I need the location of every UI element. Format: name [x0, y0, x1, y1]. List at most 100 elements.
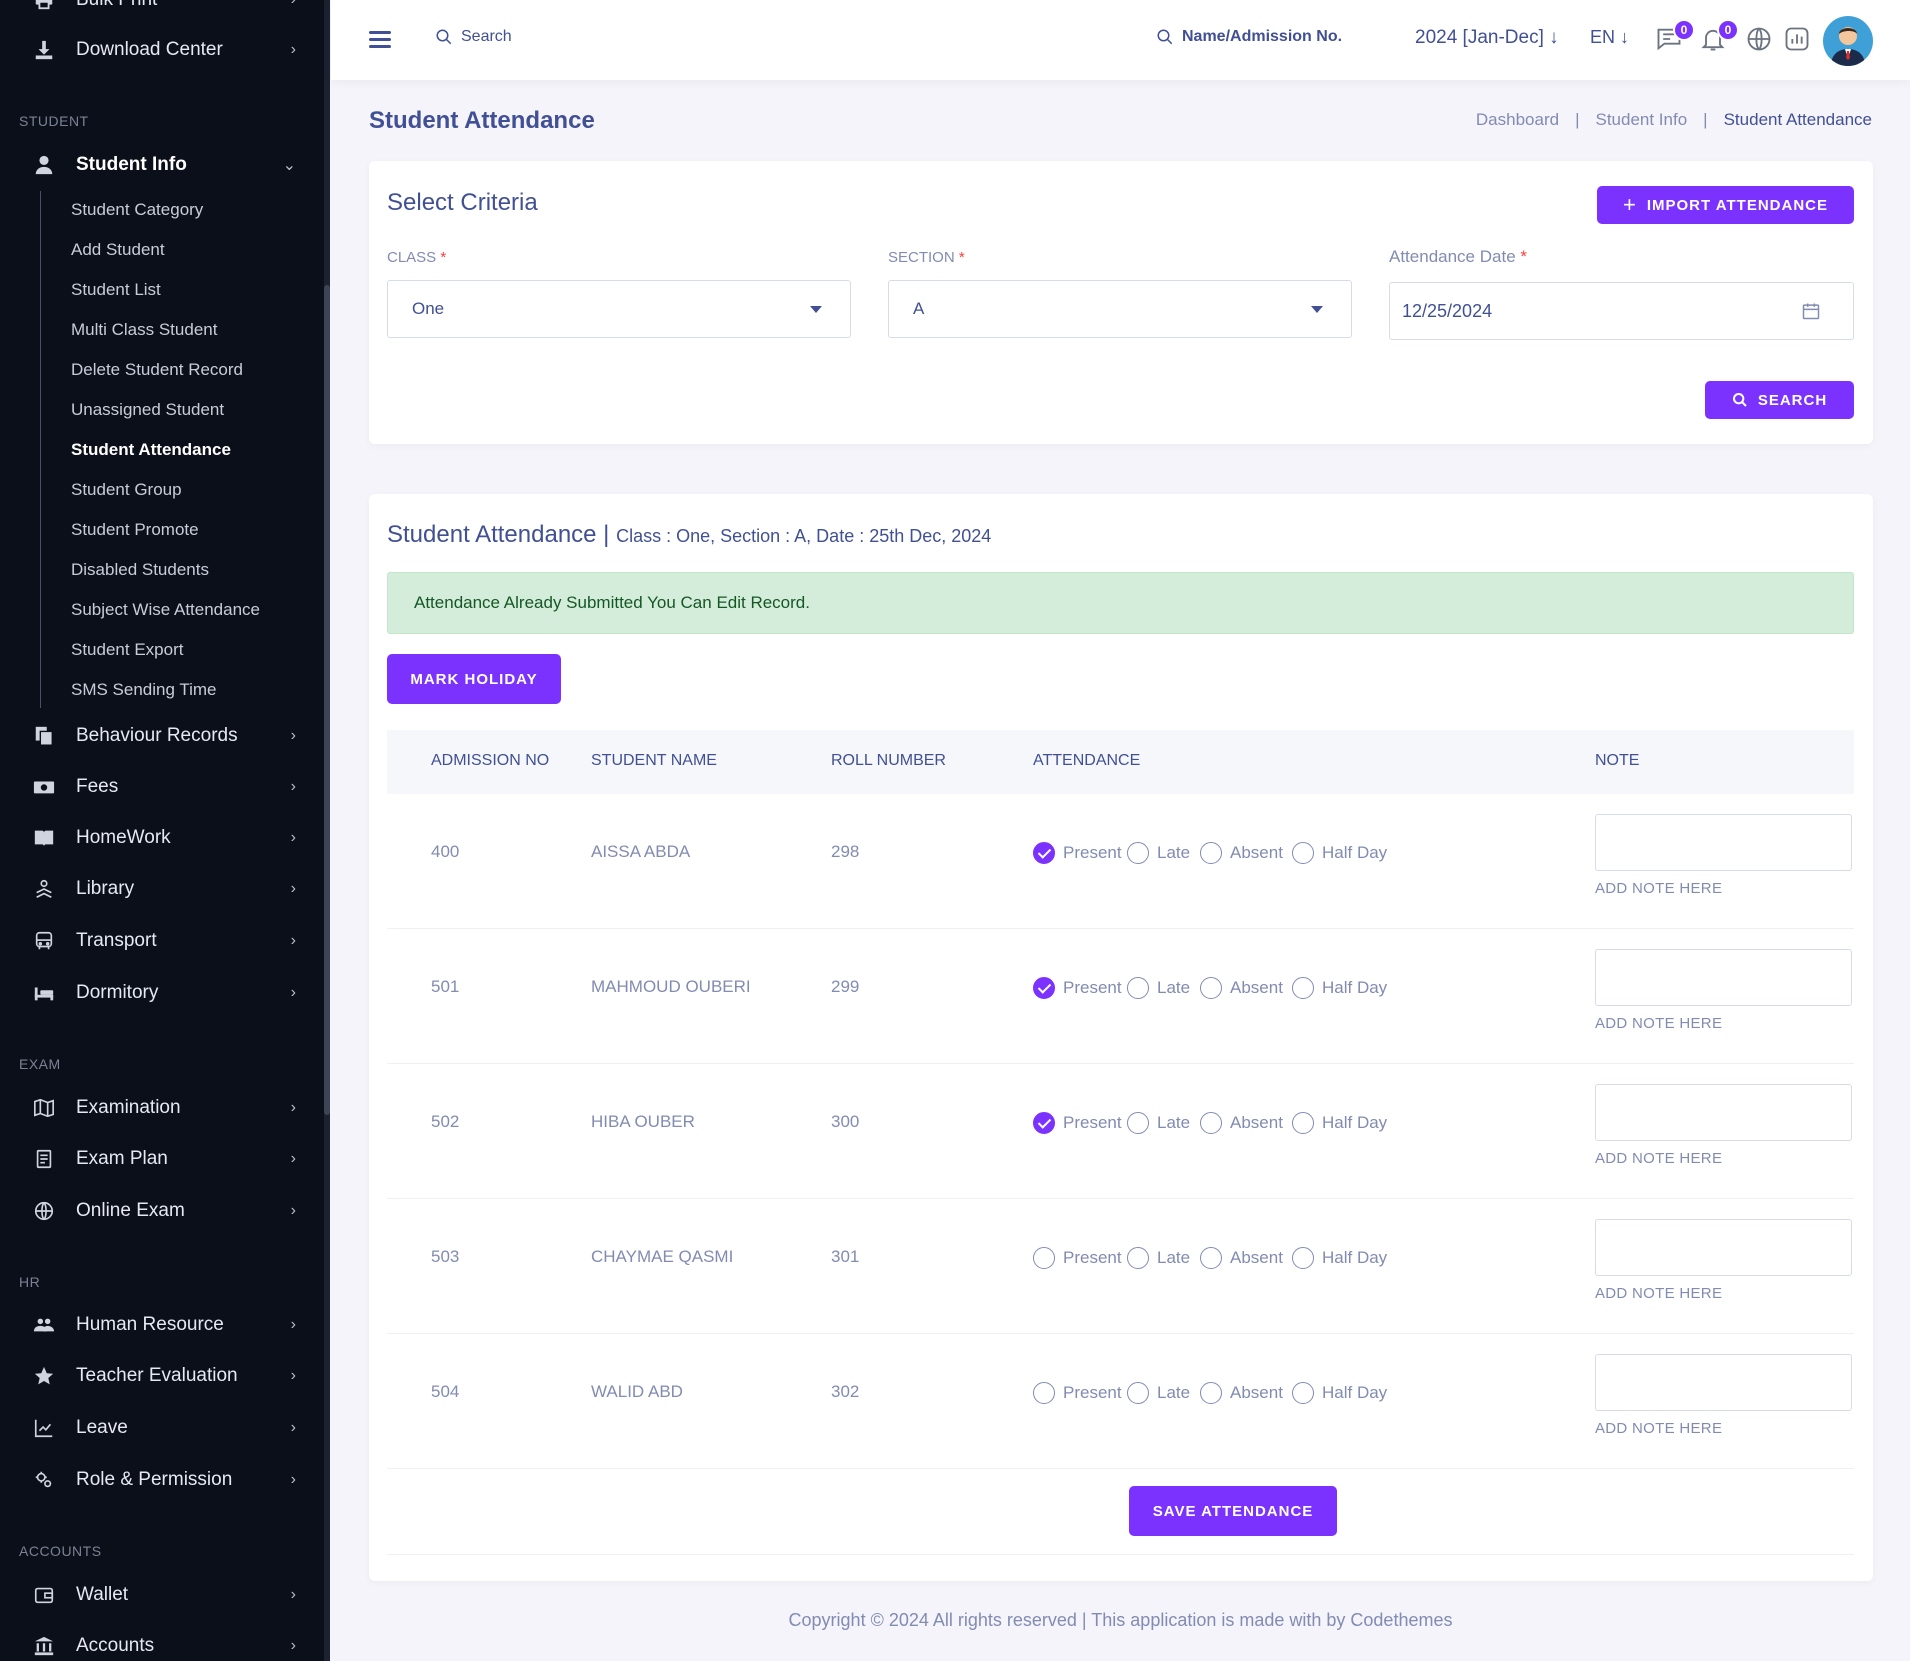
sidebar-item-fees[interactable]: Fees › [0, 765, 324, 809]
submenu-multi-class-student[interactable]: Multi Class Student [71, 320, 218, 339]
submenu-delete-student-record[interactable]: Delete Student Record [71, 360, 243, 379]
attendance-radio-half-day[interactable]: Half Day [1292, 1382, 1387, 1404]
attendance-radio-half-day[interactable]: Half Day [1292, 842, 1387, 864]
radio-circle[interactable] [1200, 977, 1222, 999]
sidebar-item-examination[interactable]: Examination › [0, 1086, 324, 1130]
submenu-student-category[interactable]: Student Category [71, 200, 204, 219]
submenu-sms-sending-time[interactable]: SMS Sending Time [71, 680, 217, 699]
radio-circle[interactable] [1127, 1247, 1149, 1269]
import-attendance-button[interactable]: + IMPORT ATTENDANCE [1597, 186, 1854, 224]
radio-circle[interactable] [1292, 1382, 1314, 1404]
sidebar-item-homework[interactable]: HomeWork › [0, 816, 324, 860]
sidebar-item-wallet[interactable]: Wallet › [0, 1573, 324, 1617]
sidebar-item-online-exam[interactable]: Online Exam › [0, 1189, 324, 1233]
attendance-radio-present[interactable]: Present [1033, 977, 1122, 999]
radio-circle[interactable] [1033, 977, 1055, 999]
attendance-radio-absent[interactable]: Absent [1200, 1112, 1283, 1134]
sidebar-item-student-info[interactable]: Student Info ⌄ [0, 143, 324, 187]
submenu-add-student[interactable]: Add Student [71, 240, 165, 259]
attendance-radio-absent[interactable]: Absent [1200, 842, 1283, 864]
sidebar-item-transport[interactable]: Transport › [0, 919, 324, 963]
sidebar-item-label: Human Resource [76, 1314, 224, 1335]
sidebar-item-download-center[interactable]: Download Center › [0, 28, 324, 72]
attendance-radio-absent[interactable]: Absent [1200, 1247, 1283, 1269]
attendance-radio-absent[interactable]: Absent [1200, 1382, 1283, 1404]
messages-button[interactable]: 0 [1655, 19, 1695, 55]
sidebar-item-exam-plan[interactable]: Exam Plan › [0, 1137, 324, 1181]
attendance-radio-half-day[interactable]: Half Day [1292, 1112, 1387, 1134]
attendance-radio-present[interactable]: Present [1033, 1247, 1122, 1269]
note-input[interactable] [1595, 1354, 1852, 1411]
attendance-radio-present[interactable]: Present [1033, 1382, 1122, 1404]
website-button[interactable] [1745, 25, 1775, 55]
radio-circle[interactable] [1033, 1247, 1055, 1269]
sidebar-item-role-permission[interactable]: Role & Permission › [0, 1458, 324, 1502]
radio-circle[interactable] [1127, 1382, 1149, 1404]
radio-circle[interactable] [1292, 1112, 1314, 1134]
notifications-button[interactable]: 0 [1699, 19, 1739, 55]
search-button[interactable]: SEARCH [1705, 381, 1854, 419]
mark-holiday-button[interactable]: MARK HOLIDAY [387, 654, 561, 704]
note-input[interactable] [1595, 1084, 1852, 1141]
note-input[interactable] [1595, 949, 1852, 1006]
academic-year-select[interactable]: 2024 [Jan-Dec] ↓ [1415, 27, 1559, 49]
submenu-unassigned-student[interactable]: Unassigned Student [71, 400, 225, 419]
radio-circle[interactable] [1200, 1247, 1222, 1269]
sidebar-item-teacher-evaluation[interactable]: Teacher Evaluation › [0, 1354, 324, 1398]
radio-circle[interactable] [1292, 977, 1314, 999]
submenu-student-list[interactable]: Student List [71, 280, 161, 299]
radio-circle[interactable] [1200, 1112, 1222, 1134]
sidebar-item-accounts[interactable]: Accounts › [0, 1624, 324, 1661]
attendance-radio-late[interactable]: Late [1127, 1247, 1190, 1269]
reports-button[interactable] [1783, 25, 1813, 55]
sidebar-item-bulk-print[interactable]: Bulk Print › [0, 0, 324, 22]
sidebar-item-library[interactable]: Library › [0, 867, 324, 911]
save-attendance-button[interactable]: SAVE ATTENDANCE [1129, 1486, 1337, 1536]
sidebar-item-dormitory[interactable]: Dormitory › [0, 971, 324, 1015]
sidebar-item-behaviour-records[interactable]: Behaviour Records › [0, 714, 324, 758]
sidebar-item-leave[interactable]: Leave › [0, 1406, 324, 1450]
submenu-subject-wise-attendance[interactable]: Subject Wise Attendance [71, 600, 261, 619]
sidebar-scroll-thumb[interactable] [324, 285, 330, 1115]
global-search[interactable]: Search [435, 28, 512, 46]
radio-circle[interactable] [1200, 842, 1222, 864]
attendance-radio-present[interactable]: Present [1033, 1112, 1122, 1134]
note-input[interactable] [1595, 1219, 1852, 1276]
radio-circle[interactable] [1292, 842, 1314, 864]
section-select[interactable]: A [888, 280, 1352, 338]
attendance-radio-late[interactable]: Late [1127, 842, 1190, 864]
sidebar-item-human-resource[interactable]: Human Resource › [0, 1303, 324, 1347]
breadcrumb-dashboard[interactable]: Dashboard [1475, 110, 1560, 129]
submenu-student-export[interactable]: Student Export [71, 640, 184, 659]
note-input[interactable] [1595, 814, 1852, 871]
attendance-radio-late[interactable]: Late [1127, 1112, 1190, 1134]
submenu-student-promote[interactable]: Student Promote [71, 520, 199, 539]
calendar-icon[interactable] [1801, 301, 1821, 321]
submenu-disabled-students[interactable]: Disabled Students [71, 560, 209, 579]
submenu-student-group[interactable]: Student Group [71, 480, 182, 499]
attendance-radio-absent[interactable]: Absent [1200, 977, 1283, 999]
user-avatar[interactable] [1823, 16, 1873, 66]
language-select[interactable]: EN ↓ [1590, 27, 1629, 48]
radio-circle[interactable] [1127, 842, 1149, 864]
attendance-radio-half-day[interactable]: Half Day [1292, 977, 1387, 999]
radio-circle[interactable] [1033, 1382, 1055, 1404]
radio-circle[interactable] [1200, 1382, 1222, 1404]
attendance-radio-half-day[interactable]: Half Day [1292, 1247, 1387, 1269]
attendance-radio-late[interactable]: Late [1127, 1382, 1190, 1404]
breadcrumb-student-info[interactable]: Student Info [1595, 110, 1688, 129]
radio-circle[interactable] [1033, 842, 1055, 864]
submenu-student-attendance[interactable]: Student Attendance [71, 440, 231, 459]
attendance-radio-late[interactable]: Late [1127, 977, 1190, 999]
attendance-date-input[interactable]: 12/25/2024 [1389, 282, 1854, 340]
class-select[interactable]: One [387, 280, 851, 338]
sidebar-scrollbar[interactable] [324, 0, 330, 1661]
radio-circle[interactable] [1127, 1112, 1149, 1134]
chevron-right-icon: › [290, 1150, 296, 1167]
radio-circle[interactable] [1033, 1112, 1055, 1134]
admission-search[interactable]: Name/Admission No. [1156, 28, 1342, 46]
menu-toggle-icon[interactable] [369, 31, 391, 49]
radio-circle[interactable] [1292, 1247, 1314, 1269]
attendance-radio-present[interactable]: Present [1033, 842, 1122, 864]
radio-circle[interactable] [1127, 977, 1149, 999]
